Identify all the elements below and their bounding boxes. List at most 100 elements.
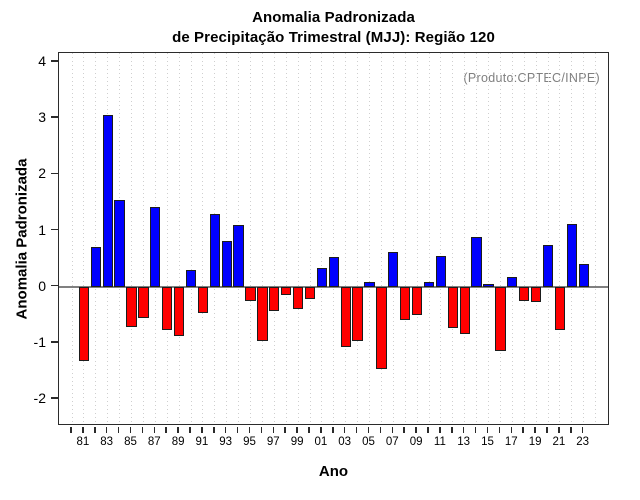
bar-17 [507, 276, 518, 287]
gridline [297, 53, 299, 424]
gridline [250, 53, 251, 424]
gridline [547, 53, 549, 424]
x-tick [367, 427, 370, 433]
zero-line [59, 285, 608, 288]
x-tick [284, 427, 286, 433]
gridline [309, 53, 311, 424]
gridline [202, 53, 204, 424]
x-tick [498, 427, 501, 433]
plot-area: (Produto:CPTEC/INPE) [58, 52, 609, 425]
chart-title: Anomalia Padronizada de Precipitação Tri… [58, 8, 609, 48]
x-tick [70, 427, 72, 433]
bar-81 [78, 286, 90, 362]
bar-05 [364, 282, 375, 287]
gridline [535, 53, 537, 424]
bar-09 [411, 286, 423, 316]
x-tick-label: 83 [100, 436, 114, 448]
x-tick-label: 81 [76, 436, 90, 448]
bar-91 [197, 286, 209, 314]
x-tick [462, 427, 465, 433]
x-tick-label: 95 [243, 436, 256, 448]
y-tick-label: 4 [38, 52, 46, 69]
bar-08 [400, 286, 411, 321]
x-tick [332, 427, 334, 433]
x-tick [510, 427, 513, 433]
bar-22 [566, 223, 577, 287]
bar-04 [352, 286, 363, 341]
y-tick [51, 284, 58, 287]
bar-18 [519, 286, 530, 302]
gridline [321, 53, 323, 424]
x-tick-label: 19 [528, 436, 542, 448]
x-tick-label: 87 [147, 436, 161, 448]
x-tick [201, 427, 203, 433]
x-tick [474, 427, 477, 433]
x-tick-label: 11 [433, 436, 446, 448]
bar-12 [447, 286, 458, 328]
gridline [333, 53, 335, 424]
y-tick [51, 341, 58, 343]
bar-07 [388, 252, 399, 287]
gridline [404, 53, 406, 424]
x-tick [343, 427, 346, 433]
x-tick-label: 21 [552, 436, 566, 448]
x-tick [129, 427, 132, 433]
x-tick [213, 427, 215, 433]
bar-03 [340, 286, 351, 347]
x-tick [570, 427, 572, 433]
x-tick [248, 427, 251, 433]
y-tick-label: 3 [38, 109, 46, 126]
bar-89 [173, 286, 185, 337]
bar-93 [221, 240, 232, 287]
x-tick-label: 01 [314, 436, 328, 448]
bar-82 [90, 247, 101, 287]
x-tick [379, 427, 382, 433]
gridline [190, 53, 192, 424]
chart-title-line1: Anomalia Padronizada [252, 9, 415, 26]
gridline [273, 53, 275, 424]
x-tick-label: 97 [266, 436, 280, 448]
gridline [345, 53, 347, 424]
x-tick [224, 427, 227, 433]
y-tick-label: 0 [38, 277, 46, 294]
bar-02 [328, 257, 339, 287]
bar-99 [292, 286, 304, 310]
x-tick [153, 427, 156, 433]
gridline [285, 53, 287, 424]
bar-16 [495, 286, 506, 352]
bar-90 [185, 269, 197, 287]
y-tick-label: 2 [38, 165, 46, 182]
gridline [523, 53, 525, 424]
bar-00 [304, 286, 316, 300]
y-tick [51, 60, 58, 62]
x-tick-label: 91 [195, 436, 209, 448]
x-tick [177, 427, 179, 433]
bar-88 [162, 286, 173, 331]
bar-98 [281, 286, 292, 296]
gridline [464, 53, 466, 424]
bar-85 [126, 286, 137, 327]
gridline [440, 53, 442, 424]
gridline [178, 53, 180, 424]
gridline [416, 53, 418, 424]
bar-20 [542, 244, 554, 287]
x-tick [296, 427, 298, 433]
bar-10 [423, 281, 435, 287]
gridline [559, 53, 561, 424]
x-tick [308, 427, 310, 433]
x-tick [320, 427, 322, 433]
x-tick-label: 99 [290, 436, 304, 448]
x-tick [534, 427, 536, 433]
x-tick-label: 93 [219, 436, 233, 448]
x-tick-label: 17 [504, 436, 518, 448]
x-tick-label: 23 [576, 436, 590, 448]
gridline [583, 53, 585, 424]
gridline [95, 53, 97, 424]
x-tick [141, 427, 144, 433]
y-axis-title: Anomalia Padronizada [13, 158, 31, 320]
x-tick-label: 15 [481, 436, 494, 448]
x-tick [117, 427, 120, 433]
gridline [488, 53, 489, 424]
chart-title-line2: de Precipitação Trimestral (MJJ): Região… [172, 29, 495, 46]
x-tick-label: 85 [124, 436, 137, 448]
